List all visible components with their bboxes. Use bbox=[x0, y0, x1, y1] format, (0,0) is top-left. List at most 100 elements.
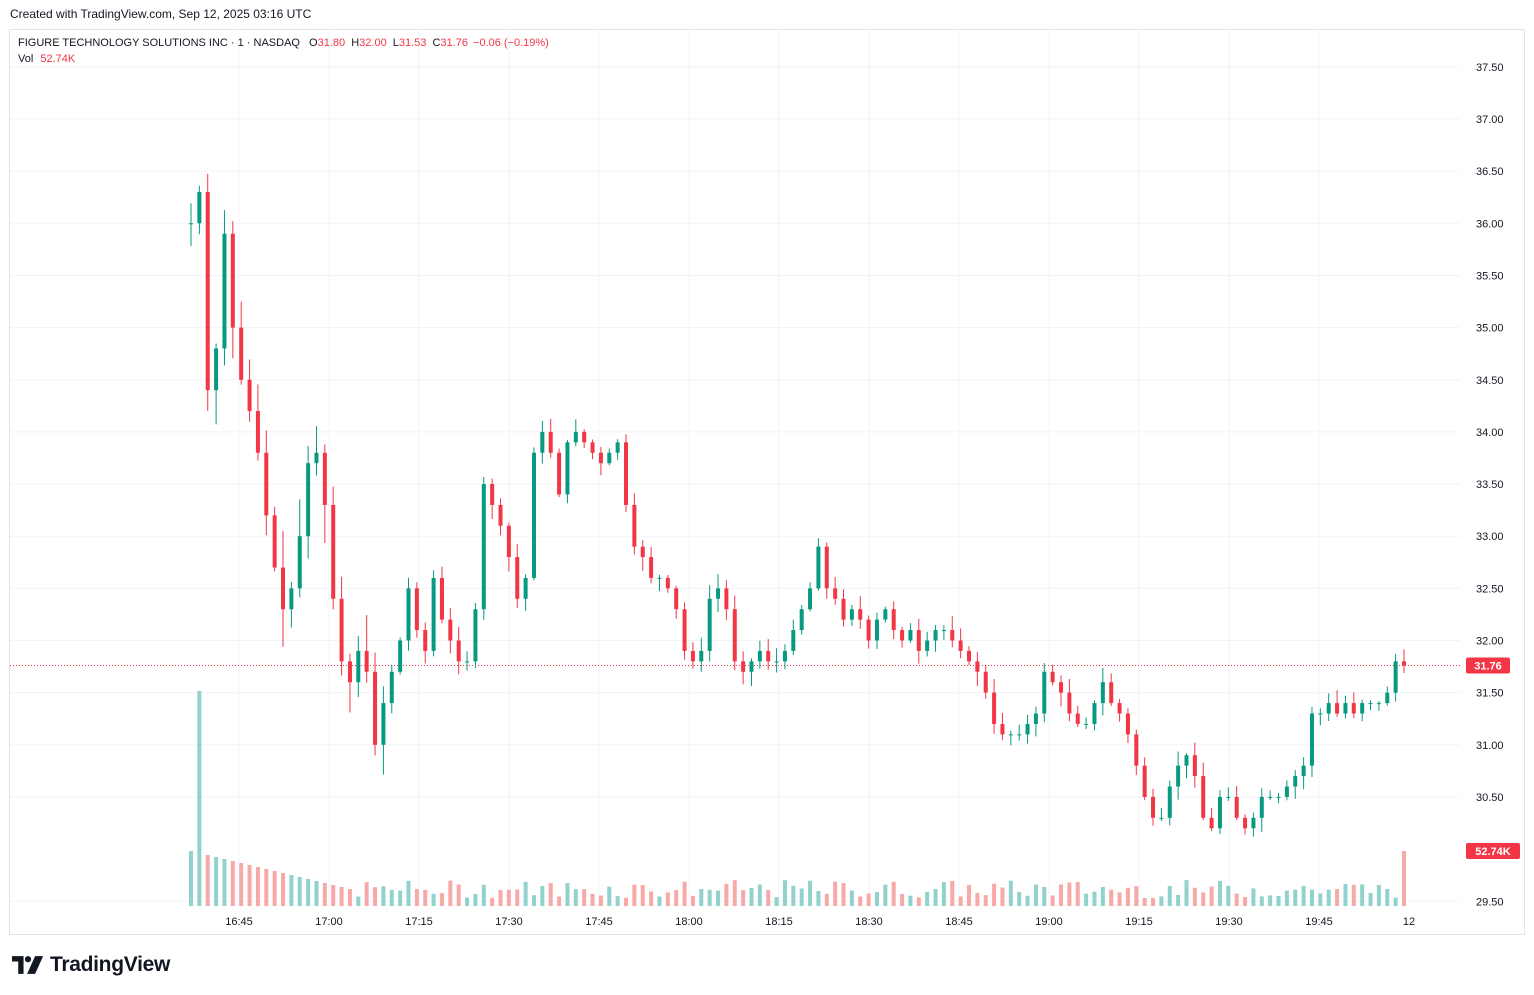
volume-bar bbox=[1167, 885, 1172, 906]
candle-body bbox=[799, 609, 804, 631]
candle-body bbox=[950, 630, 955, 641]
volume-bar bbox=[1385, 889, 1390, 906]
candle-body bbox=[498, 504, 503, 526]
candle-body bbox=[615, 442, 620, 453]
candle-body bbox=[281, 567, 286, 610]
candle-body bbox=[515, 557, 520, 599]
x-tick-label: 18:30 bbox=[855, 916, 883, 928]
symbol-title[interactable]: FIGURE TECHNOLOGY SOLUTIONS INC · 1 · NA… bbox=[18, 37, 300, 49]
last-price-text: 31.76 bbox=[1474, 661, 1502, 673]
candle-body bbox=[1008, 734, 1013, 736]
y-tick-label: 32.00 bbox=[1476, 636, 1504, 648]
volume-bar bbox=[1343, 883, 1348, 906]
candle-body bbox=[239, 327, 244, 380]
low-value: 31.53 bbox=[398, 37, 427, 49]
volume-bar bbox=[1209, 886, 1214, 906]
volume-bar bbox=[690, 895, 695, 906]
candle-body bbox=[1301, 765, 1306, 777]
volume-bar bbox=[465, 897, 470, 906]
x-tick-label: 16:45 bbox=[225, 916, 253, 928]
last-volume-badge bbox=[1466, 843, 1520, 859]
candle-body bbox=[1167, 786, 1172, 818]
candle-body bbox=[423, 630, 428, 651]
volume-label[interactable]: Vol bbox=[18, 53, 34, 65]
price-axis: 37.50 37.00 36.50 36.00 35.50 35.00 34.50 34.00… bbox=[1476, 62, 1504, 908]
volume-bar bbox=[239, 863, 244, 906]
candle-body bbox=[531, 452, 536, 578]
candle-body bbox=[506, 525, 511, 558]
tradingview-logo-text: TradingView bbox=[50, 953, 171, 976]
volume-bar bbox=[891, 881, 896, 906]
volume-bar bbox=[1234, 893, 1239, 906]
candle-body bbox=[1117, 703, 1122, 714]
candles bbox=[189, 173, 1406, 837]
candle-body bbox=[874, 619, 879, 641]
candle-body bbox=[448, 619, 453, 641]
volume-bar bbox=[632, 884, 637, 906]
volume-bar bbox=[540, 886, 545, 906]
volume-bar bbox=[1368, 892, 1373, 906]
volume-bar bbox=[1025, 895, 1030, 906]
volume-bar bbox=[473, 894, 478, 906]
candle-body bbox=[1293, 776, 1298, 787]
candle-body bbox=[1142, 765, 1147, 797]
volume-bar bbox=[557, 896, 562, 906]
y-tick-label: 29.50 bbox=[1476, 896, 1504, 908]
y-tick-label: 35.00 bbox=[1476, 323, 1504, 335]
candle-body bbox=[439, 577, 444, 620]
candle-body bbox=[1159, 817, 1164, 819]
volume-bar bbox=[1042, 887, 1047, 906]
candle-body bbox=[306, 463, 311, 537]
volume-bar bbox=[941, 882, 946, 906]
candle-body bbox=[749, 661, 754, 672]
candle-body bbox=[624, 442, 629, 505]
candle-body bbox=[1351, 703, 1356, 714]
candle-body bbox=[1042, 671, 1047, 714]
x-tick-label: 17:15 bbox=[405, 916, 433, 928]
candle-body bbox=[674, 588, 679, 610]
volume-bar bbox=[1376, 884, 1381, 906]
volume-bar bbox=[1059, 884, 1064, 906]
tradingview-logo[interactable]: TradingView bbox=[12, 953, 170, 977]
y-tick-label: 30.50 bbox=[1476, 792, 1504, 804]
volume-bar bbox=[649, 891, 654, 906]
time-axis: 16:45 17:00 17:15 17:30 17:45 18:00 18:15 18:30… bbox=[225, 916, 1415, 928]
volume-bar bbox=[1092, 891, 1097, 906]
candle-body bbox=[992, 692, 997, 724]
volume-bar bbox=[481, 884, 486, 906]
candle-body bbox=[381, 703, 386, 745]
volume-bar bbox=[306, 879, 311, 906]
candle-body bbox=[289, 588, 294, 610]
volume-bar bbox=[774, 897, 779, 906]
tradingview-logo-icon bbox=[12, 956, 44, 974]
volume-bar bbox=[824, 893, 829, 906]
volume-bar bbox=[975, 893, 980, 906]
volume-bar bbox=[958, 896, 963, 906]
candle-body bbox=[741, 661, 746, 672]
volume-bar bbox=[799, 888, 804, 906]
open-value: 31.80 bbox=[317, 37, 346, 49]
y-tick-label: 35.50 bbox=[1476, 270, 1504, 282]
volume-bar bbox=[707, 889, 712, 906]
volume-bar bbox=[590, 893, 595, 906]
candle-body bbox=[222, 233, 227, 349]
volume-bar bbox=[364, 882, 369, 906]
volume-bar bbox=[322, 883, 327, 906]
candle-body bbox=[314, 452, 319, 464]
volume-bar bbox=[1017, 891, 1022, 906]
candle-body bbox=[724, 588, 729, 610]
volume-bar bbox=[573, 889, 578, 906]
volume-bar bbox=[431, 893, 436, 906]
candle-body bbox=[866, 619, 871, 641]
candle-body bbox=[975, 661, 980, 672]
volume-bar bbox=[1125, 887, 1130, 906]
chart-legend: FIGURE TECHNOLOGY SOLUTIONS INC · 1 · NA… bbox=[18, 35, 549, 67]
candle-body bbox=[1033, 713, 1038, 724]
y-tick-label: 31.00 bbox=[1476, 740, 1504, 752]
volume-bar bbox=[1084, 893, 1089, 906]
volume-bar bbox=[1109, 889, 1114, 906]
volume-bar bbox=[992, 883, 997, 906]
candle-body bbox=[1100, 682, 1105, 704]
candle-body bbox=[1343, 703, 1348, 714]
